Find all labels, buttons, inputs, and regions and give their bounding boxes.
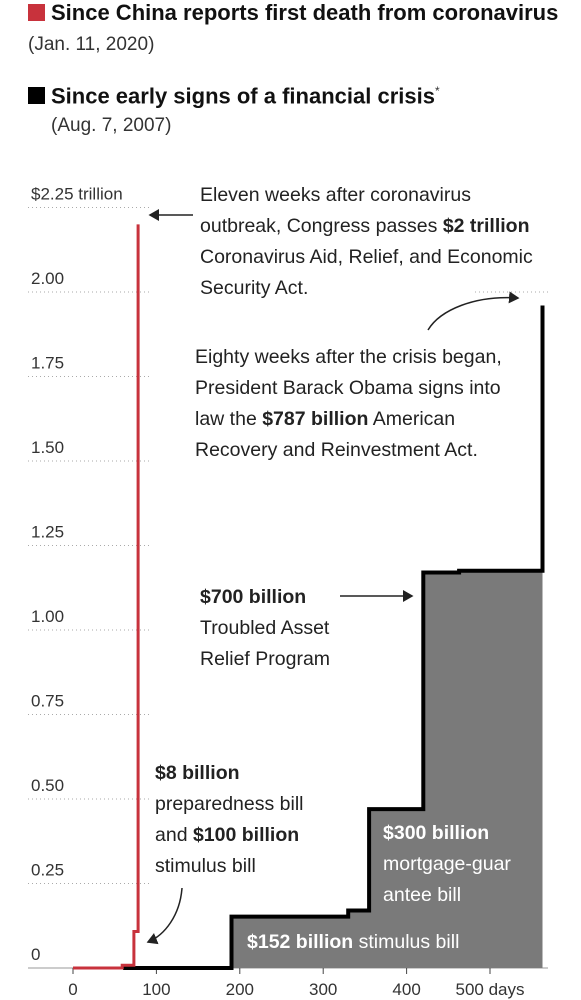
annotation-arrows <box>146 209 520 945</box>
x-tick-label-5: 500 days <box>456 980 525 999</box>
y-tick-label-0: 0 <box>31 945 40 964</box>
arra-arrow <box>427 291 520 331</box>
legend-black-marker: * <box>434 84 440 98</box>
x-axis-labels: 0 100 200 300 400 500 days <box>68 968 525 999</box>
x-tick-label-4: 400 <box>392 980 420 999</box>
red-swatch <box>28 4 45 21</box>
y-tick-label-1: 0.25 <box>31 861 64 880</box>
legend-red: Since China reports first death from cor… <box>28 0 581 60</box>
arra-annotation: Eighty weeks after the crisis began, Pre… <box>195 346 502 461</box>
legend-black-label: Since early signs of a financial crisis <box>51 83 435 109</box>
y-tick-label-3: 0.75 <box>31 692 64 711</box>
legend-black: Since early signs of a financial crisis*… <box>28 76 440 141</box>
x-tick-label-2: 200 <box>226 980 254 999</box>
tarp-annotation: $700 billion Troubled Asset Relief Progr… <box>200 586 331 670</box>
stimulus-annotation: $152 billion stimulus bill <box>247 931 460 953</box>
series-layer <box>73 224 545 970</box>
x-tick-label-1: 100 <box>142 980 170 999</box>
legend-red-label: Since China reports first death from cor… <box>51 0 559 25</box>
black-swatch <box>28 87 45 105</box>
y-tick-label-7: 1.75 <box>31 354 64 373</box>
cares-annotation: Eleven weeks after coronavirus outbreak,… <box>200 184 533 299</box>
series-0-line <box>73 224 140 970</box>
y-tick-label-9: $2.25 trillion <box>31 185 123 204</box>
legend-black-date: (Aug. 7, 2007) <box>51 115 172 137</box>
x-tick-label-3: 300 <box>309 980 337 999</box>
y-axis-labels: 0 0.25 0.50 0.75 1.00 1.25 1.50 1.75 2.00 $2.25 t… <box>31 185 123 965</box>
prep-arrow <box>146 887 183 945</box>
series-1-line <box>123 305 545 970</box>
series-1-area <box>231 305 543 968</box>
y-tick-label-5: 1.25 <box>31 523 64 542</box>
prep-annotation: $8 billion preparedness bill and $100 bi… <box>155 762 304 877</box>
y-tick-label-8: 2.00 <box>31 269 64 288</box>
y-tick-label-6: 1.50 <box>31 438 64 457</box>
y-tick-label-2: 0.50 <box>31 776 64 795</box>
legend-red-date: (Jan. 11, 2020) <box>28 34 155 55</box>
y-tick-label-4: 1.00 <box>31 607 64 626</box>
x-tick-label-0: 0 <box>68 980 77 999</box>
mortgage-annotation: $300 billion mortgage-guar antee bill <box>383 822 511 906</box>
